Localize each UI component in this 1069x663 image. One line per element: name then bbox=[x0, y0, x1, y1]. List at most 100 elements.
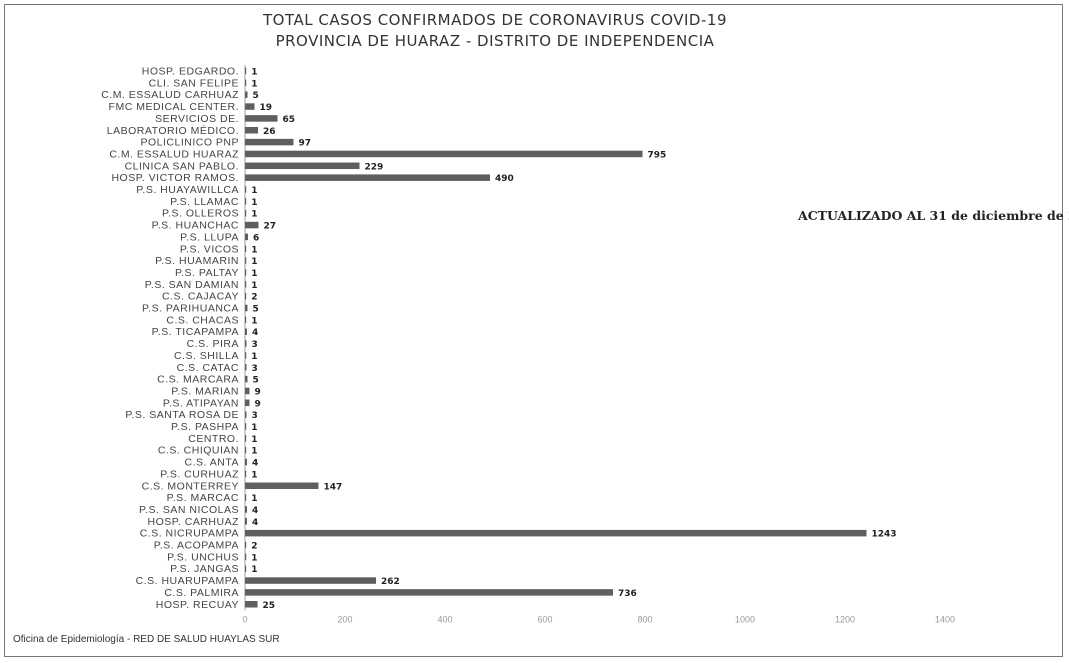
bar bbox=[245, 233, 248, 241]
value-label: 1 bbox=[251, 186, 257, 196]
bar bbox=[245, 470, 247, 478]
bar bbox=[245, 127, 258, 134]
value-label: 1 bbox=[251, 352, 257, 362]
bar bbox=[245, 364, 247, 371]
category-label: P.S. HUAMARIN bbox=[155, 255, 239, 267]
bar bbox=[245, 506, 247, 513]
bar bbox=[245, 209, 247, 217]
category-label: P.S. VICOS bbox=[180, 243, 239, 255]
category-label: HOSP. VICTOR RAMOS. bbox=[111, 172, 239, 184]
value-label: 4 bbox=[252, 518, 258, 528]
category-label: P.S. PARIHUANCA bbox=[142, 303, 239, 315]
category-label: P.S. TICAPAMPA bbox=[152, 326, 239, 338]
value-label: 1 bbox=[251, 435, 257, 445]
value-label: 9 bbox=[255, 399, 261, 409]
bar bbox=[245, 186, 247, 193]
value-label: 1 bbox=[251, 565, 257, 575]
bar bbox=[245, 446, 247, 454]
value-label: 1 bbox=[251, 494, 257, 504]
bar bbox=[245, 79, 247, 87]
chart-frame: TOTAL CASOS CONFIRMADOS DE CORONAVIRUS C… bbox=[4, 4, 1069, 657]
chart-subtitle: PROVINCIA DE HUARAZ - DISTRITO DE INDEPE… bbox=[275, 32, 715, 50]
value-label: 65 bbox=[283, 115, 296, 125]
bar bbox=[245, 198, 247, 205]
bar bbox=[245, 316, 247, 324]
value-label: 6 bbox=[253, 233, 259, 243]
x-tick-label: 200 bbox=[337, 614, 352, 624]
category-label: CLINICA SAN PABLO. bbox=[125, 160, 239, 172]
category-label: C.S. MONTERREY bbox=[142, 480, 239, 492]
bar bbox=[245, 352, 247, 359]
bar bbox=[245, 221, 259, 229]
value-label: 1 bbox=[251, 257, 257, 267]
value-label: 5 bbox=[253, 91, 259, 101]
value-label: 1 bbox=[251, 210, 257, 220]
value-label: 4 bbox=[252, 506, 258, 516]
bar bbox=[245, 340, 247, 347]
value-label: 1 bbox=[251, 316, 257, 326]
bar bbox=[245, 458, 247, 466]
bar bbox=[245, 399, 250, 407]
bar bbox=[245, 411, 247, 418]
bar bbox=[245, 67, 247, 75]
category-label: C.S. PALMIRA bbox=[164, 587, 239, 599]
category-label: HOSP. EDGARDO. bbox=[142, 66, 239, 78]
bar bbox=[245, 162, 360, 170]
value-label: 1 bbox=[251, 281, 257, 291]
bar bbox=[245, 292, 247, 300]
bar bbox=[245, 494, 247, 501]
category-label: P.S. LLUPA bbox=[180, 231, 239, 243]
x-tick-label: 0 bbox=[242, 614, 247, 624]
category-label: C.S. ANTA bbox=[185, 457, 239, 469]
bar bbox=[245, 174, 490, 181]
category-label: P.S. HUANCHAC bbox=[152, 220, 239, 232]
value-label: 1 bbox=[251, 269, 257, 279]
bar bbox=[245, 435, 247, 442]
value-label: 97 bbox=[299, 139, 312, 149]
category-label: C.S. CAJACAY bbox=[162, 291, 239, 303]
value-label: 25 bbox=[263, 601, 276, 611]
value-label: 27 bbox=[264, 222, 277, 232]
category-label: C.S. MARCARA bbox=[157, 374, 239, 386]
value-label: 26 bbox=[263, 127, 276, 137]
bar bbox=[245, 257, 247, 264]
x-tick-label: 1200 bbox=[835, 614, 855, 624]
category-label: P.S. LLAMAC bbox=[170, 196, 239, 208]
value-label: 1 bbox=[251, 470, 257, 480]
category-label: P.S. SAN DAMIAN bbox=[145, 279, 239, 291]
bar bbox=[245, 375, 248, 383]
value-label: 1243 bbox=[872, 530, 897, 540]
bar-chart: HOSP. EDGARDO. 1 CLI. SAN FELIPE 1 C.M. ESSA… bbox=[101, 65, 955, 624]
category-label: P.S. OLLEROS bbox=[162, 208, 239, 220]
category-label: P.S. HUAYAWILLCA bbox=[136, 184, 239, 196]
x-tick-label: 400 bbox=[437, 614, 452, 624]
source-footer: Oficina de Epidemiología - RED DE SALUD … bbox=[13, 634, 280, 645]
bar bbox=[245, 138, 294, 146]
category-label: C.S. NICRUPAMPA bbox=[140, 528, 239, 540]
chart-title: TOTAL CASOS CONFIRMADOS DE CORONAVIRUS C… bbox=[263, 11, 727, 29]
bar bbox=[245, 281, 247, 288]
category-label: LABORATORIO MÉDICO. bbox=[107, 124, 239, 137]
value-label: 1 bbox=[251, 245, 257, 255]
category-label: CLI. SAN FELIPE bbox=[149, 77, 239, 89]
category-label: P.S. MARCAC bbox=[167, 492, 239, 504]
category-label: P.S. PALTAY bbox=[175, 267, 239, 279]
value-label: 229 bbox=[365, 162, 384, 172]
value-label: 4 bbox=[252, 328, 258, 338]
value-label: 4 bbox=[252, 459, 258, 469]
category-label: SERVICIOS DE. bbox=[155, 113, 239, 125]
value-label: 736 bbox=[618, 589, 637, 599]
value-label: 3 bbox=[252, 411, 258, 421]
category-label: POLICLINICO PNP bbox=[140, 137, 239, 149]
value-label: 1 bbox=[251, 79, 257, 89]
bar bbox=[245, 577, 376, 584]
value-label: 1 bbox=[251, 447, 257, 457]
category-label: P.S. JANGAS bbox=[170, 563, 239, 575]
category-label: CENTRO. bbox=[188, 433, 239, 445]
bar bbox=[245, 589, 613, 596]
category-label: C.S. HUARUPAMPA bbox=[136, 575, 239, 587]
value-label: 3 bbox=[252, 340, 258, 350]
bar bbox=[245, 529, 867, 537]
category-label: HOSP. RECUAY bbox=[156, 599, 239, 611]
category-label: P.S. PASHPA bbox=[171, 421, 239, 433]
